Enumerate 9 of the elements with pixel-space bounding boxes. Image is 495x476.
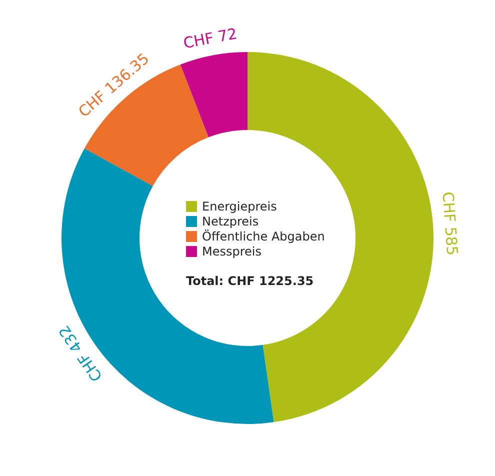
data-label: CHF 585 (438, 191, 462, 256)
data-label: CHF 72 (182, 24, 239, 52)
donut-slice (180, 52, 248, 138)
legend-label: Messpreis (202, 244, 262, 258)
data-label: CHF 432 (55, 322, 106, 385)
text: Total: CHF 1225.35 (186, 274, 314, 288)
legend-label: Öffentliche Abgaben (202, 230, 325, 244)
legend-label: Netzpreis (202, 214, 259, 228)
legend-label: Energiepreis (202, 200, 277, 214)
